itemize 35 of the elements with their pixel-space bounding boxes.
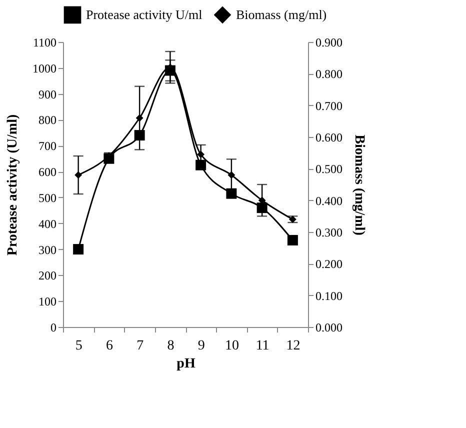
y2-tick-label: 0.700 (316, 98, 342, 113)
legend-label: Protease activity U/ml (86, 6, 203, 22)
y2-tick-label: 0.100 (316, 288, 342, 303)
y2-tick-label: 0.900 (316, 36, 342, 50)
y-tick-label: 900 (38, 87, 56, 102)
y2-tick-label: 0.800 (316, 67, 342, 82)
legend-label: Biomass (mg/ml) (236, 6, 327, 22)
y-tick-label: 500 (38, 190, 56, 205)
x-tick-label: 5 (75, 338, 82, 354)
x-tick-label: 7 (136, 338, 144, 354)
y-tick-label: 1000 (32, 61, 56, 76)
x-tick-label: 10 (224, 338, 239, 354)
y-tick-label: 600 (38, 165, 56, 180)
x-tick-label: 12 (286, 338, 300, 354)
y2-tick-label: 0.400 (316, 194, 342, 208)
y-tick-label: 0 (50, 320, 56, 334)
y-tick-label: 200 (38, 268, 56, 283)
y-tick-label: 100 (38, 294, 56, 309)
y2-tick-label: 0.600 (316, 130, 342, 144)
y-tick-label: 300 (38, 242, 56, 257)
x-tick-label: 8 (167, 338, 174, 354)
y2-axis-title: Biomass (mg/ml) (352, 134, 366, 236)
x-axis-title: pH (176, 356, 196, 372)
y-tick-label: 1100 (32, 36, 56, 50)
y-tick-label: 400 (38, 216, 56, 231)
y-axis-title: Protease activity (U/ml) (6, 114, 20, 256)
x-tick-label: 6 (106, 338, 113, 354)
y2-tick-label: 0.200 (316, 257, 342, 272)
y2-tick-label: 0.300 (316, 226, 342, 240)
x-tick-label: 11 (256, 338, 270, 354)
y2-tick-label: 0.000 (316, 320, 342, 334)
y2-tick-label: 0.500 (316, 162, 342, 176)
y-tick-label: 700 (38, 139, 56, 154)
y-tick-label: 800 (38, 113, 56, 128)
x-tick-label: 9 (198, 338, 205, 354)
